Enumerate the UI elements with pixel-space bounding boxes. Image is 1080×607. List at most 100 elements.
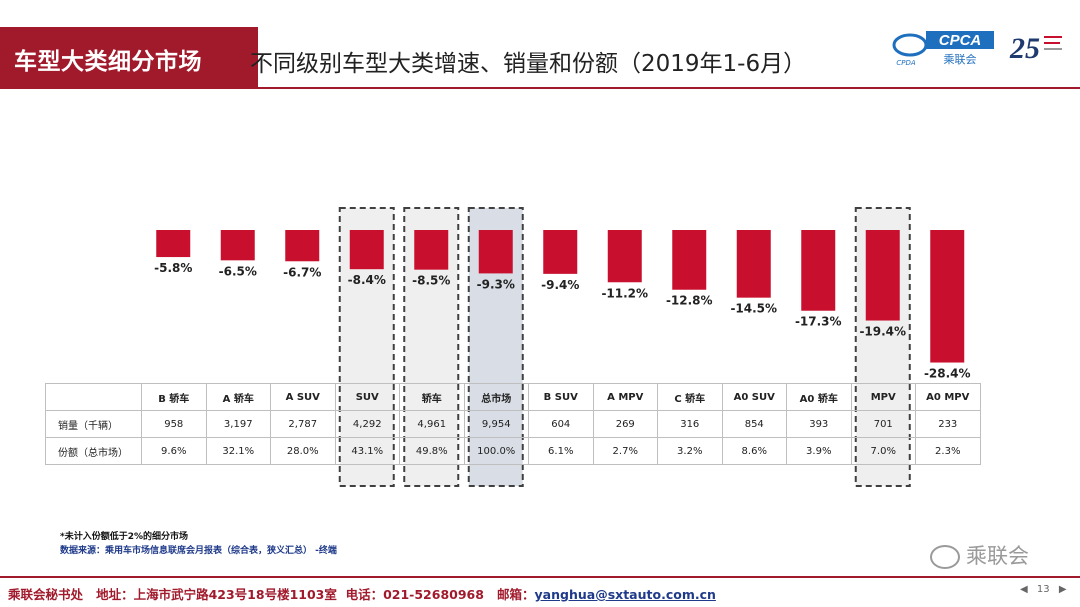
footnote: *未计入份额低于2%的细分市场 数据来源：乘用车市场信息联席会月报表（综合表，狭… [60,530,337,558]
bar-label-11: -19.4% [859,325,906,339]
bar-label-5: -9.3% [477,277,515,291]
header-rule [258,87,1080,89]
row-label-0: 销量（千辆） [45,410,142,438]
column-header-10: A0 轿车 [786,383,852,411]
footer-phone: 电话：021-52680968 [345,587,484,602]
table-cell-0-7: 269 [592,410,658,438]
growth-bar-chart: -5.8% -6.5% -6.7% -8.4% -8.5% -9.3% -9.4% -11.2… [154,207,971,487]
column-header-6: B SUV [528,383,594,411]
table-cell-0-5: 9,954 [463,410,529,438]
cpda-logo-text: CPDA [896,59,915,67]
cpca-logo: CPCA 乘联会 CPDA [892,31,994,67]
slide-title: 不同级别车型大类增速、销量和份额（2019年1-6月） [250,51,807,77]
table-corner-cell [45,383,142,411]
table-row: 销量（千辆） 958 3,197 2,787 4,292 4,961 9,954 604 269… [45,410,981,438]
table-cell-0-11: 701 [850,410,916,438]
bar-label-8: -12.8% [666,294,713,308]
bar-label-9: -14.5% [730,302,777,316]
footer-org: 乘联会秘书处 [8,587,84,602]
footnote-source: 数据来源：乘用车市场信息联席会月报表（综合表，狭义汇总） -终端 [60,546,337,556]
bar-2 [285,230,320,262]
bar-label-6: -9.4% [541,278,579,292]
bar-8 [672,230,707,290]
column-header-5: 总市场 [463,383,529,411]
footer-address: 地址：上海市武宁路423号18号楼1103室 [96,587,337,602]
table-cell-0-8: 316 [657,410,723,438]
watermark: 乘联会 [930,540,1029,570]
cpca-logo-sub: 乘联会 [944,53,977,66]
bar-9 [736,230,771,298]
bar-6 [543,230,578,274]
column-header-3: SUV [334,383,400,411]
bar-label-4: -8.5% [412,274,450,288]
bar-label-10: -17.3% [795,315,842,329]
footer-contact: 乘联会秘书处 地址：上海市武宁路423号18号楼1103室 电话：021-526… [8,584,716,603]
next-page-button[interactable]: ▶ [1058,584,1067,595]
value-labels: -5.8% -6.5% -6.7% -8.4% -8.5% -9.3% -9.4% -11.2… [154,261,970,380]
bar-5 [478,230,513,274]
table-cell-1-0: 9.6% [141,437,207,465]
column-header-7: A MPV [592,383,658,411]
column-header-11: MPV [850,383,916,411]
column-header-2: A SUV [270,383,336,411]
column-header-9: A0 SUV [721,383,787,411]
table-cell-0-10: 393 [786,410,852,438]
table-cell-1-6: 6.1% [528,437,594,465]
bar-7 [607,230,642,283]
table-cell-0-0: 958 [141,410,207,438]
bar-3 [349,230,384,270]
table-cell-0-1: 3,197 [205,410,271,438]
table-cell-1-10: 3.9% [786,437,852,465]
bar-11 [865,230,900,321]
table-cell-0-3: 4,292 [334,410,400,438]
cpca-logo-text: CPCA [939,32,982,49]
table-cell-1-12: 2.3% [915,437,981,465]
bar-label-0: -5.8% [154,261,192,275]
table-row: 份额（总市场） 9.6% 32.1% 28.0% 43.1% 49.8% 100.0% 6.1… [45,437,981,465]
bar-label-12: -28.4% [924,367,971,381]
wechat-icon [930,545,960,569]
column-header-4: 轿车 [399,383,465,411]
table-cell-0-9: 854 [721,410,787,438]
watermark-text: 乘联会 [966,544,1029,568]
bar-label-2: -6.7% [283,265,321,279]
footer-rule [0,576,1080,578]
table-cell-1-8: 3.2% [657,437,723,465]
column-header-12: A0 MPV [915,383,981,411]
anniversary-number: 25 [1009,32,1040,65]
prev-page-button[interactable]: ◀ [1020,584,1028,595]
column-header-0: B 轿车 [141,383,207,411]
table-cell-0-12: 233 [915,410,981,438]
table-cell-1-9: 8.6% [721,437,787,465]
bar-label-1: -6.5% [219,264,257,278]
table-cell-1-5: 100.0% [463,437,529,465]
pager: ◀ 13 ▶ [1020,584,1067,595]
table-cell-0-6: 604 [528,410,594,438]
footnote-note: *未计入份额低于2%的细分市场 [60,532,188,542]
table-cell-1-1: 32.1% [205,437,271,465]
bar-12 [930,230,965,363]
row-label-1: 份额（总市场） [45,437,142,465]
table-cell-1-11: 7.0% [850,437,916,465]
bar-label-3: -8.4% [348,273,386,287]
bar-0 [156,230,191,258]
data-table: B 轿车 A 轿车 A SUV SUV 轿车 总市场 B SUV A MPV C 轿车 A0 SU… [45,383,981,465]
table-cell-0-4: 4,961 [399,410,465,438]
table-cell-1-4: 49.8% [399,437,465,465]
bar-10 [801,230,836,311]
section-tag-text: 车型大类细分市场 [14,49,202,75]
table-cell-0-2: 2,787 [270,410,336,438]
table-cell-1-3: 43.1% [334,437,400,465]
page-number: 13 [1036,584,1050,595]
anniversary-logo: 25 [1009,32,1062,65]
bar-1 [220,230,255,261]
bars [156,230,965,363]
footer-email-label: 邮箱： [497,587,535,602]
slide-footer: 乘联会秘书处 地址：上海市武宁路423号18号楼1103室 电话：021-526… [0,576,1080,607]
footer-email-link[interactable]: yanghua@sxtauto.com.cn [534,587,716,602]
section-tag: 车型大类细分市场 [0,27,258,89]
table-header-row: B 轿车 A 轿车 A SUV SUV 轿车 总市场 B SUV A MPV C 轿车 A0 SU… [45,383,981,411]
slide-header: 车型大类细分市场 不同级别车型大类增速、销量和份额（2019年1-6月） CPC… [0,0,1080,92]
table-cell-1-2: 28.0% [270,437,336,465]
bar-label-7: -11.2% [601,286,648,300]
